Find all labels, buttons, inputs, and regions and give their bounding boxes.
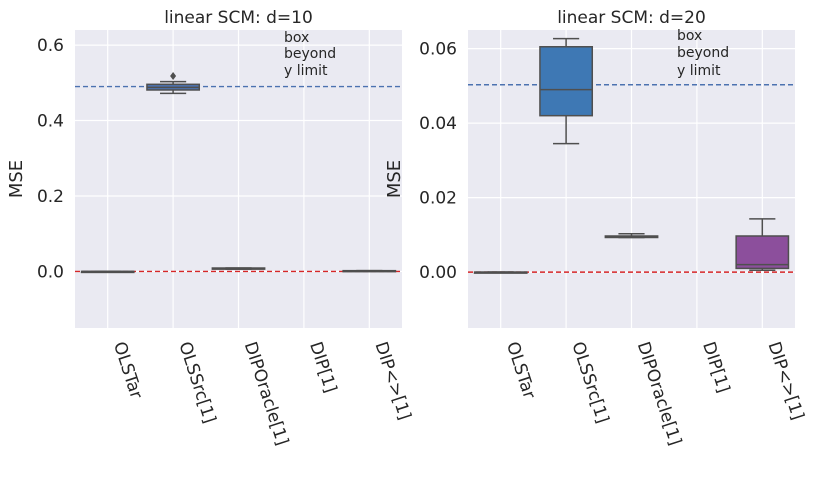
- x-tick-labels: OLSTar OLSSrc[1] DIPOracle[1] DIP[1] DIP<>[1…: [502, 339, 808, 448]
- annotation-line-1: box: [677, 28, 702, 44]
- annotation-line-3: y limit: [677, 63, 721, 79]
- y-tick-label: 0.00: [419, 263, 457, 283]
- x-tick-label: DIPOracle[1]: [633, 339, 685, 448]
- panel-d20: linear SCM: d=20 MSE 0.00 0.02 0.04 0.06 OL…: [384, 8, 808, 448]
- x-tick-label: DIP[1]: [305, 339, 340, 395]
- annotation-line-2: beyond: [284, 46, 336, 62]
- y-tick-label: 0.0: [37, 262, 64, 282]
- x-tick-label: DIP<>[1]: [764, 339, 808, 422]
- x-tick-label: OLSTar: [502, 339, 539, 401]
- annotation-line-2: beyond: [677, 45, 729, 61]
- y-tick-label: 0.02: [419, 189, 457, 209]
- y-tick-label: 0.2: [37, 187, 64, 207]
- x-tick-label: DIP<>[1]: [371, 339, 415, 422]
- annotation-line-1: box: [284, 30, 309, 46]
- chart-title: linear SCM: d=20: [557, 8, 706, 28]
- x-tick-labels: OLSTar OLSSrc[1] DIPOracle[1] DIP[1] DIP<>[1…: [109, 339, 415, 448]
- panel-d10: linear SCM: d=10 MSE 0.0 0.2 0.4 0.6 OLSTar…: [6, 8, 415, 448]
- y-tick-labels: 0.0 0.2 0.4 0.6: [37, 36, 64, 282]
- y-tick-label: 0.04: [419, 114, 457, 134]
- y-tick-labels: 0.00 0.02 0.04 0.06: [419, 40, 457, 284]
- annotation-line-3: y limit: [284, 63, 328, 79]
- y-axis-label: MSE: [6, 160, 27, 198]
- boxes: [80, 72, 397, 274]
- box-body: [539, 46, 594, 117]
- annotation: box beyond y limit: [677, 28, 729, 79]
- y-axis-label: MSE: [384, 160, 405, 198]
- y-tick-label: 0.6: [37, 36, 64, 56]
- y-tick-label: 0.06: [419, 40, 457, 60]
- x-tick-label: DIPOracle[1]: [240, 339, 292, 448]
- x-tick-label: DIP[1]: [698, 339, 733, 395]
- box-body: [735, 235, 790, 270]
- x-tick-label: OLSSrc[1]: [174, 339, 219, 426]
- x-tick-label: OLSSrc[1]: [567, 339, 612, 426]
- annotation: box beyond y limit: [284, 30, 336, 79]
- y-tick-label: 0.4: [37, 112, 64, 132]
- x-tick-label: OLSTar: [109, 339, 146, 401]
- box-outlier: [170, 72, 177, 81]
- boxes: [473, 37, 790, 274]
- reference-lines: [468, 84, 795, 273]
- chart-title: linear SCM: d=10: [164, 8, 313, 28]
